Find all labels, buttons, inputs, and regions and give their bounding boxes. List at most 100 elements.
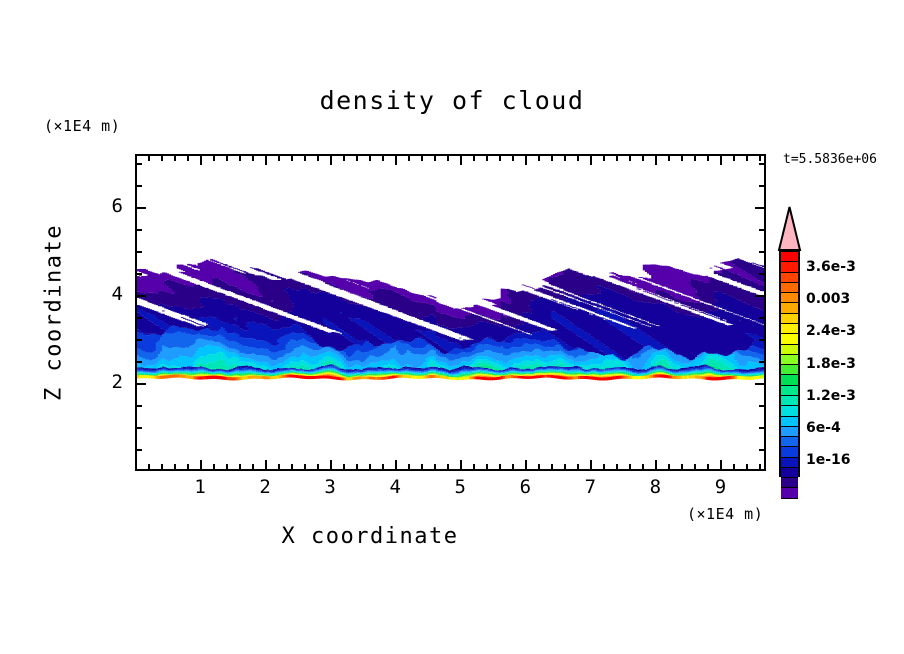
axis-tick <box>252 464 255 469</box>
axis-tick <box>408 464 411 469</box>
axis-tick <box>226 156 229 161</box>
axis-tick <box>304 464 307 469</box>
axis-tick <box>577 156 580 161</box>
axis-tick <box>278 156 281 161</box>
colorbar-band <box>781 426 798 438</box>
axis-tick <box>317 464 320 469</box>
axis-tick <box>473 464 476 469</box>
axis-tick <box>759 360 764 363</box>
axis-tick <box>759 316 764 319</box>
axis-tick <box>746 464 749 469</box>
axis-tick <box>148 464 150 469</box>
axis-tick <box>733 464 736 469</box>
axis-tick <box>759 272 764 275</box>
axis-tick <box>499 464 502 469</box>
axis-tick <box>473 156 476 161</box>
axis-tick <box>421 464 424 469</box>
axis-tick <box>421 156 424 161</box>
axis-tick <box>137 272 142 275</box>
x-tick-label: 6 <box>519 476 532 498</box>
colorbar-band <box>781 437 798 448</box>
axis-tick <box>330 460 333 469</box>
colorbar-band <box>781 416 798 427</box>
axis-tick <box>525 460 528 469</box>
colorbar-band <box>781 323 798 335</box>
axis-tick <box>434 156 437 161</box>
axis-tick <box>525 156 528 165</box>
axis-tick <box>668 464 671 469</box>
contour-plot-area <box>135 154 766 471</box>
axis-tick <box>564 464 567 469</box>
axis-tick <box>486 156 489 161</box>
axis-tick <box>538 464 541 469</box>
x-tick-label: 3 <box>324 476 336 498</box>
colorbar-band <box>781 252 798 263</box>
axis-tick <box>590 156 593 165</box>
axis-tick <box>239 156 242 161</box>
x-axis-unit-label: (×1E4 m) <box>687 505 764 523</box>
axis-tick <box>137 250 142 253</box>
colorbar-band <box>781 395 798 407</box>
axis-tick <box>759 250 764 253</box>
axis-tick <box>577 464 580 469</box>
axis-tick <box>265 156 268 165</box>
axis-tick <box>137 206 146 209</box>
colorbar <box>779 250 800 499</box>
axis-tick <box>694 464 697 469</box>
axis-tick <box>755 382 764 385</box>
colorbar-band <box>781 447 798 458</box>
axis-tick <box>137 228 142 231</box>
axis-tick <box>642 464 645 469</box>
axis-tick <box>330 156 333 165</box>
axis-tick <box>226 464 229 469</box>
colorbar-band <box>781 375 798 386</box>
axis-tick <box>369 464 372 469</box>
colorbar-tick-label: 6e-4 <box>806 419 841 436</box>
colorbar-band <box>781 365 798 376</box>
axis-tick <box>304 156 307 161</box>
axis-tick <box>278 464 281 469</box>
axis-tick <box>512 156 515 161</box>
density-field <box>137 258 764 381</box>
x-axis-title: X coordinate <box>281 524 459 549</box>
axis-tick <box>317 156 320 161</box>
axis-tick <box>629 156 632 161</box>
axis-tick <box>213 156 216 161</box>
x-tick-label: 9 <box>714 476 727 498</box>
axis-tick <box>590 460 593 469</box>
axis-tick <box>395 156 398 165</box>
axis-tick <box>447 464 450 469</box>
axis-tick <box>759 404 764 407</box>
axis-tick <box>759 448 764 451</box>
axis-tick <box>460 156 463 165</box>
axis-tick <box>395 460 398 469</box>
axis-tick <box>137 448 142 451</box>
time-annotation: t=5.5836e+06 <box>783 152 877 167</box>
y-axis-unit-label: (×1E4 m) <box>44 117 121 135</box>
colorbar-band <box>781 354 798 366</box>
axis-tick <box>681 156 684 161</box>
axis-tick <box>720 460 723 469</box>
axis-tick <box>291 464 294 469</box>
x-tick-label: 1 <box>194 476 206 498</box>
axis-tick <box>668 156 671 161</box>
x-tick-label: 7 <box>584 476 597 498</box>
axis-tick <box>137 338 142 341</box>
axis-tick <box>356 464 359 469</box>
axis-tick <box>759 162 764 165</box>
colorbar-band <box>781 334 798 345</box>
axis-tick <box>460 460 463 469</box>
axis-tick <box>137 294 146 297</box>
y-tick-label: 4 <box>111 282 123 305</box>
axis-tick <box>707 156 710 161</box>
colorbar-band <box>781 406 798 417</box>
axis-tick <box>137 360 142 363</box>
axis-tick <box>616 156 619 161</box>
x-tick-label: 8 <box>649 476 662 498</box>
axis-tick <box>343 156 346 161</box>
axis-tick <box>642 156 645 161</box>
x-tick-label: 5 <box>454 476 466 498</box>
axis-tick <box>499 156 502 161</box>
colorbar-band <box>781 303 798 314</box>
colorbar-tick-label: 2.4e-3 <box>806 323 856 340</box>
